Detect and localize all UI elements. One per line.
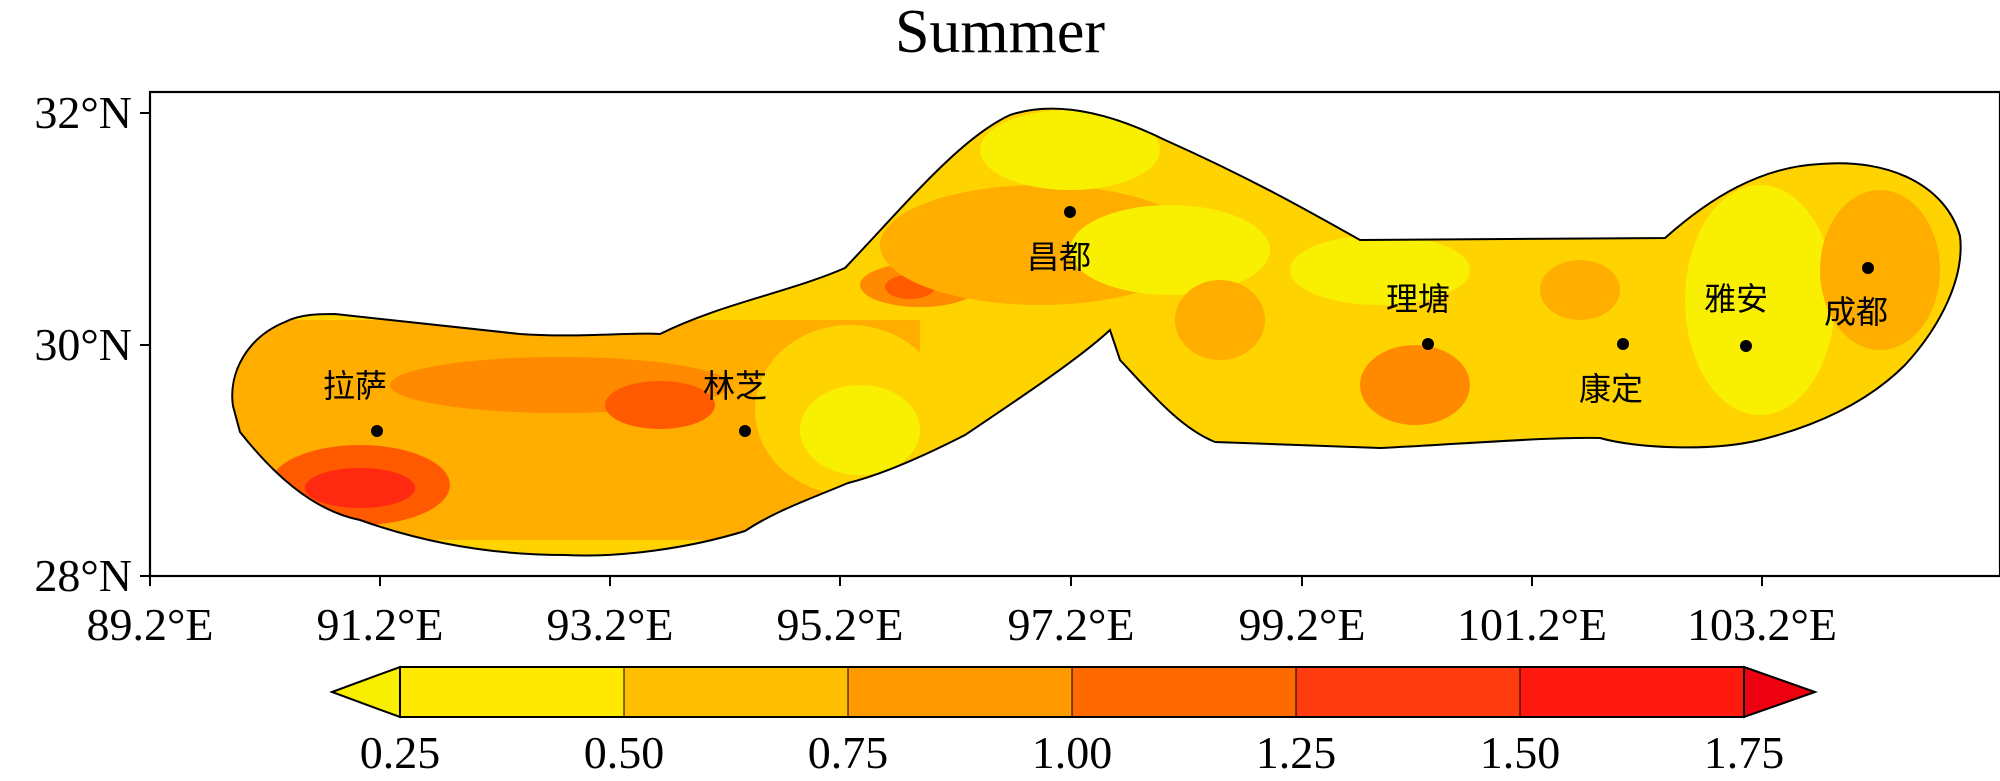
lat-axis: 32°N 30°N 28°N [34,87,150,601]
lat-tick-label: 30°N [34,319,132,370]
city-dot-chengdu [1862,262,1874,274]
lon-tick-label: 99.2°E [1239,599,1366,650]
colorbar-label: 1.25 [1256,727,1337,778]
colorbar-extend-high [1743,665,1819,719]
lon-tick-label: 89.2°E [87,599,214,650]
colorbar-label: 1.00 [1032,727,1113,778]
colorbar-label: 1.50 [1480,727,1561,778]
colorbar-label: 0.75 [808,727,889,778]
lat-tick-label: 32°N [34,87,132,138]
field-mid-chengdu [1820,190,1940,350]
colorbar-label: 0.50 [584,727,665,778]
colorbar-extend-low [329,665,401,719]
city-dot-kangding [1617,338,1629,350]
lon-tick-label: 95.2°E [777,599,904,650]
city-label-chengdu: 成都 [1824,293,1888,331]
lat-tick-label: 28°N [34,550,132,601]
city-markers: 拉萨 林芝 昌都 理塘 康定 雅安 成都 [323,206,1888,437]
field-low-litang-north [1290,235,1470,305]
city-label-nyingchi: 林芝 [703,367,767,405]
colorbar-divisions [623,667,1521,717]
colorbar-segment-5 [1520,667,1744,717]
field-low-central [1070,205,1270,295]
city-label-kangding: 康定 [1579,370,1643,408]
domain-outline [231,107,1962,557]
field-high-linzhi [605,381,715,429]
city-label-lhasa: 拉萨 [323,367,387,405]
field-mid-litang-west [1175,280,1265,360]
lon-axis: 89.2°E 91.2°E 93.2°E 95.2°E 97.2°E 99.2°… [87,576,1837,650]
colorbar-label: 1.75 [1704,727,1785,778]
colorbar: 0.25 0.50 0.75 1.00 1.25 1.50 1.75 [329,665,1819,778]
field-low-east-linzhi [800,385,920,475]
colorbar-segment-1 [624,667,848,717]
city-dot-nyingchi [739,425,751,437]
colorbar-segment-3 [1072,667,1296,717]
lon-tick-label: 101.2°E [1457,599,1607,650]
colorbar-label: 0.25 [360,727,441,778]
colorbar-segment-4 [1296,667,1520,717]
city-label-yaan: 雅安 [1704,280,1768,318]
map-title: Summer [895,0,1105,66]
colorbar-segment-0 [400,667,624,717]
field-mid-kangding [1540,260,1620,320]
city-dot-qamdo [1064,206,1076,218]
lon-tick-label: 93.2°E [547,599,674,650]
city-dot-yaan [1740,340,1752,352]
lon-tick-label: 91.2°E [317,599,444,650]
field-high-litang [1360,345,1470,425]
colorbar-segment-2 [848,667,1072,717]
field-low-north-peak [980,110,1160,190]
lon-tick-label: 97.2°E [1008,599,1135,650]
field-low-yaan [1685,185,1835,415]
lon-tick-label: 103.2°E [1687,599,1837,650]
city-label-litang: 理塘 [1386,280,1450,318]
field-very-high-west [305,468,415,508]
city-dot-lhasa [371,425,383,437]
city-label-qamdo: 昌都 [1027,238,1091,276]
city-dot-litang [1422,338,1434,350]
